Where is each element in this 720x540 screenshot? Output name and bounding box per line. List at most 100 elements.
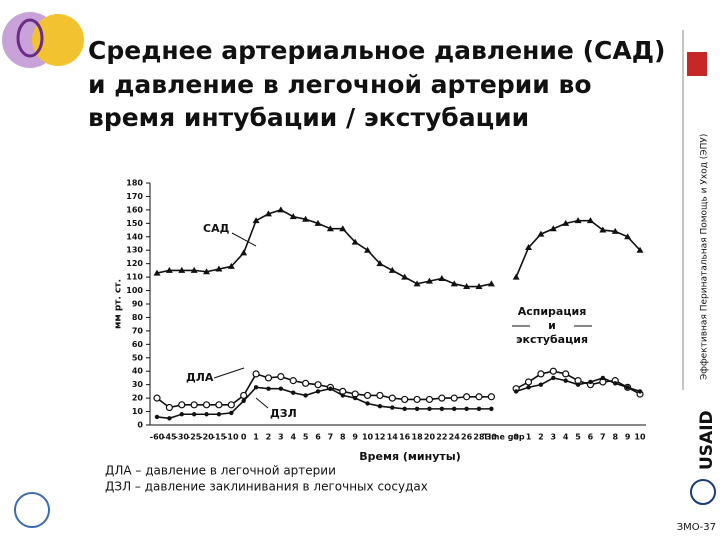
point [229, 410, 234, 416]
point [191, 412, 197, 417]
x-tick-label: 6 [588, 433, 594, 442]
point [227, 262, 235, 269]
point [154, 414, 160, 420]
point [487, 393, 495, 401]
point [252, 217, 260, 224]
annotation-arrow [213, 367, 245, 379]
title-line: время интубации / экстубации [88, 103, 529, 132]
point [216, 412, 222, 417]
x-tick-label: 9 [625, 433, 631, 442]
x-tick-label: 16 [399, 433, 411, 442]
point [588, 379, 593, 385]
point [315, 389, 321, 394]
point [463, 393, 471, 401]
title-line: Среднее артериальное давление (САД) [88, 36, 665, 65]
point [179, 412, 184, 417]
point [291, 390, 296, 395]
x-tick-label: -45 [162, 433, 177, 442]
point [178, 266, 186, 273]
annotation: ДЛА [186, 371, 214, 384]
point [153, 394, 161, 402]
point [625, 385, 630, 390]
point [524, 378, 533, 386]
point [165, 266, 173, 273]
point [363, 391, 372, 400]
x-tick-label: 24 [449, 433, 461, 442]
point [425, 277, 433, 284]
point [537, 230, 545, 237]
point [302, 215, 310, 222]
point [562, 219, 570, 226]
point [475, 283, 483, 290]
point [326, 225, 334, 232]
point [549, 367, 557, 375]
point [314, 381, 322, 389]
point [463, 283, 471, 290]
point [277, 373, 285, 381]
y-tick-label: 50 [132, 353, 144, 362]
point [215, 265, 223, 272]
point [637, 389, 643, 394]
point [364, 246, 372, 253]
y-tick-label: 120 [126, 259, 143, 268]
point [388, 394, 396, 402]
point [264, 210, 272, 217]
x-tick-label: 26 [461, 433, 473, 442]
x-tick-label: -20 [199, 433, 214, 442]
point [450, 280, 458, 287]
point [340, 393, 345, 398]
point [575, 382, 581, 387]
y-tick-label: 150 [126, 219, 143, 228]
point [167, 416, 172, 421]
x-tick-label: 2 [266, 433, 272, 442]
y-tick-label: 90 [132, 300, 144, 309]
point [376, 260, 384, 267]
y-tick-label: 170 [126, 192, 143, 201]
x-tick-label: 5 [303, 433, 309, 442]
series-line [156, 209, 641, 288]
point [537, 370, 545, 378]
page-number: ЗМО-37 [677, 522, 716, 533]
x-tick-label: -60 [150, 433, 165, 442]
annotation: САД [203, 222, 230, 235]
point [425, 395, 434, 404]
x-tick-label: 4 [563, 433, 569, 442]
x-tick-label: 5 [575, 433, 581, 442]
point [513, 389, 519, 394]
point [303, 393, 308, 398]
point [487, 280, 495, 287]
point [377, 403, 383, 409]
x-tick-label: -15 [212, 433, 227, 442]
point [512, 273, 520, 280]
point [253, 385, 259, 390]
x-tick-label: -30 [175, 433, 190, 442]
y-tick-label: 110 [126, 273, 143, 282]
x-tick-label: -25 [187, 433, 202, 442]
x-tick-label: 8 [340, 433, 346, 442]
x-tick-label: -10 [224, 433, 239, 442]
point [241, 398, 246, 403]
point [351, 238, 359, 245]
point [414, 406, 420, 412]
y-tick-label: 80 [132, 313, 144, 322]
y-tick-label: 40 [132, 367, 144, 376]
point [401, 395, 409, 404]
point [476, 406, 482, 412]
point [611, 227, 619, 234]
point [427, 406, 432, 412]
point [390, 405, 395, 410]
x-tick-label: 1 [253, 433, 259, 442]
point [636, 246, 644, 253]
annotation-arrow [255, 397, 269, 409]
point [624, 233, 632, 240]
footnote: ДЗЛ – давление заклинивания в легочных с… [105, 480, 428, 494]
logo-top-left [2, 12, 84, 68]
point [475, 393, 483, 401]
x-tick-label: Time gap [483, 433, 525, 442]
annotation: и [548, 319, 556, 332]
title-line: и давление в легочной артерии во [88, 70, 592, 99]
point [190, 401, 198, 409]
point [339, 225, 347, 232]
plot: 0102030405060708090100110120130140150160… [126, 179, 646, 442]
